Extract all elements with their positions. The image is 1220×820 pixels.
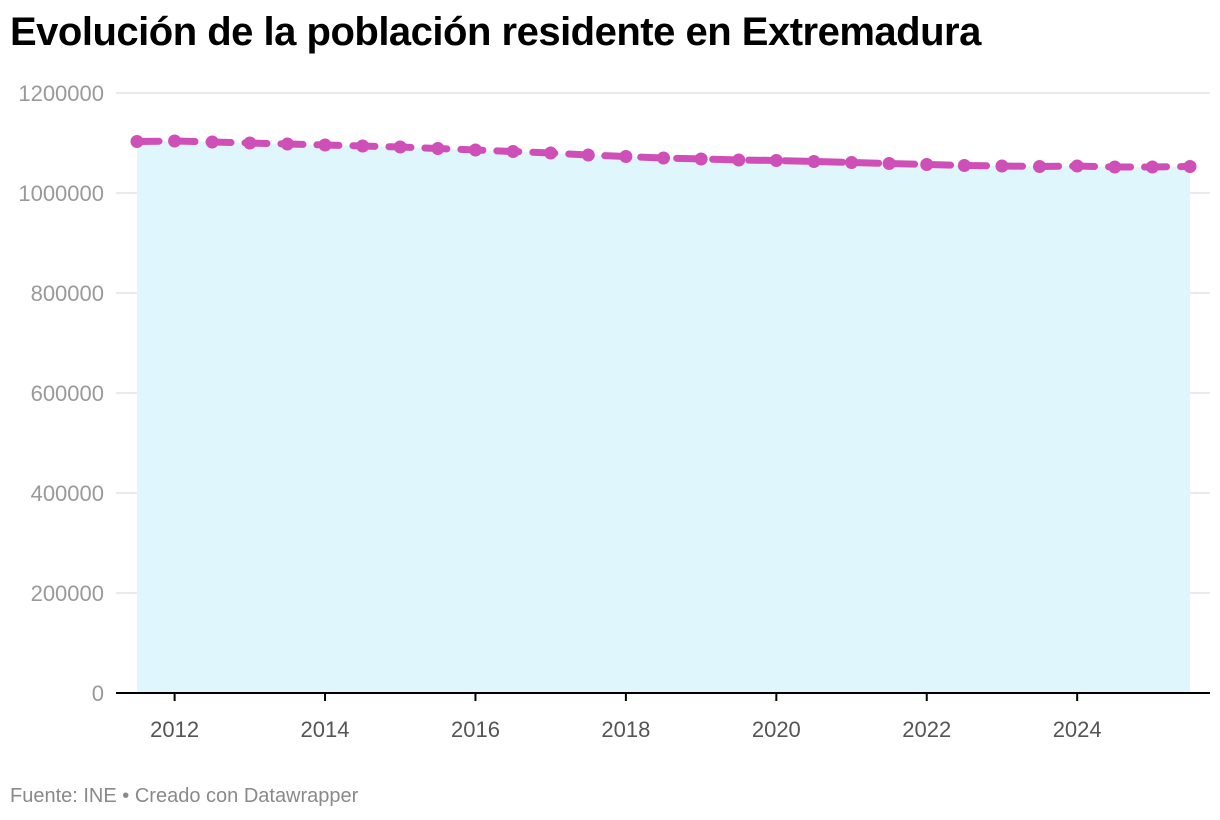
data-point [694, 152, 708, 166]
chart-title: Evolución de la población residente en E… [10, 10, 981, 54]
data-point [581, 148, 595, 162]
data-point [205, 135, 219, 149]
x-tick-label: 2012 [150, 717, 199, 742]
area-fill [137, 141, 1190, 693]
footer-separator: • [122, 785, 130, 807]
data-point [506, 145, 520, 158]
data-point [845, 156, 859, 169]
data-point [920, 158, 934, 171]
data-point [318, 138, 332, 152]
source-text: Fuente: INE [10, 785, 117, 807]
data-point [619, 150, 633, 163]
data-point [1070, 159, 1084, 173]
y-tick-label: 400000 [31, 481, 104, 506]
y-tick-label: 1000000 [18, 181, 104, 206]
y-tick-label: 600000 [31, 381, 104, 406]
data-point [1033, 160, 1047, 173]
data-point [468, 143, 482, 157]
data-point [1183, 160, 1197, 173]
data-point [957, 159, 971, 172]
data-point [995, 159, 1009, 173]
data-point [882, 157, 896, 170]
data-point [393, 140, 407, 154]
y-tick-label: 200000 [31, 581, 104, 606]
data-point [1145, 160, 1159, 174]
y-axis-ticks: 0 200000 400000 600000 800000 1000000 1200000 [18, 81, 104, 706]
data-point [807, 155, 821, 168]
data-point [130, 135, 144, 148]
data-point [431, 142, 445, 155]
x-tick-label: 2022 [902, 717, 951, 742]
x-axis-ticks: 2012 2014 2016 2018 2020 2022 2024 [150, 693, 1102, 742]
y-tick-label: 0 [92, 681, 104, 706]
y-tick-label: 800000 [31, 281, 104, 306]
x-tick-label: 2024 [1053, 717, 1102, 742]
x-tick-label: 2018 [601, 717, 650, 742]
footer: Fuente: INE • Creado con Datawrapper [10, 785, 358, 808]
data-point [769, 154, 783, 167]
data-point [544, 146, 558, 160]
data-point [243, 136, 257, 150]
data-point [168, 134, 182, 148]
data-point [657, 151, 670, 165]
x-tick-label: 2020 [752, 717, 801, 742]
data-point [732, 153, 746, 167]
y-tick-label: 1200000 [18, 81, 104, 106]
data-point [356, 139, 370, 153]
data-point [280, 137, 294, 151]
x-tick-label: 2014 [301, 717, 350, 742]
credit-text: Creado con Datawrapper [134, 785, 359, 807]
x-tick-label: 2016 [451, 717, 500, 742]
data-points [130, 134, 1197, 174]
data-point [1108, 160, 1122, 174]
